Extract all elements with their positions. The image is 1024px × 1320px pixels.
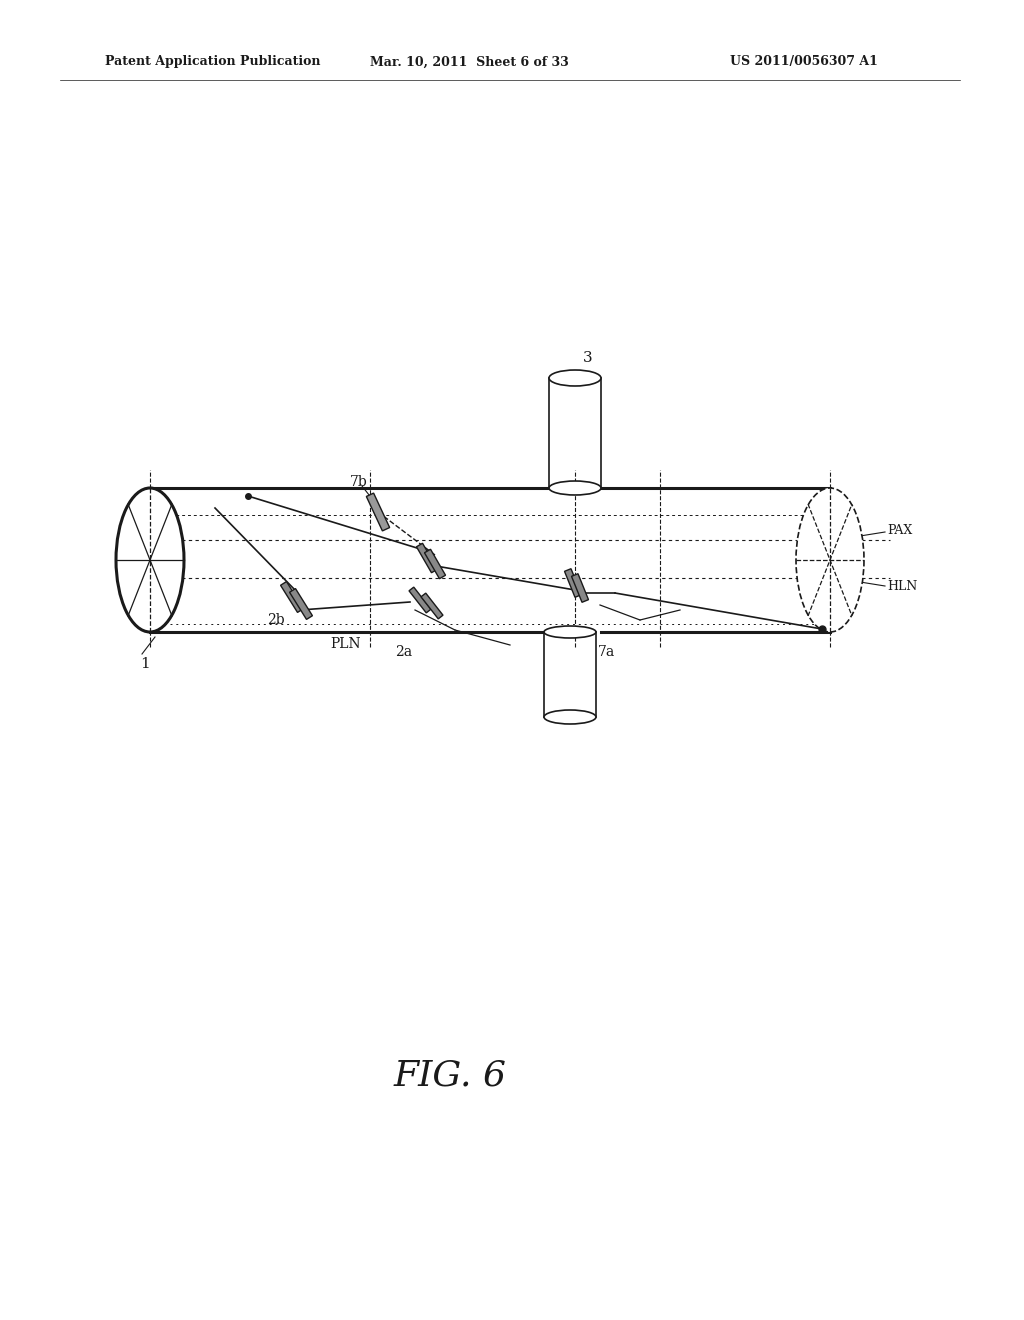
- Polygon shape: [571, 574, 589, 602]
- Text: 1: 1: [140, 657, 150, 671]
- Polygon shape: [425, 549, 445, 578]
- Polygon shape: [281, 582, 303, 612]
- Text: US 2011/0056307 A1: US 2011/0056307 A1: [730, 55, 878, 69]
- Polygon shape: [367, 494, 390, 531]
- Text: HLN: HLN: [887, 581, 918, 594]
- Text: 7a: 7a: [598, 645, 615, 659]
- Text: Patent Application Publication: Patent Application Publication: [105, 55, 321, 69]
- Polygon shape: [290, 589, 312, 619]
- Ellipse shape: [544, 710, 596, 723]
- Polygon shape: [421, 593, 443, 619]
- Polygon shape: [409, 587, 431, 612]
- Ellipse shape: [116, 488, 184, 632]
- Text: Mar. 10, 2011  Sheet 6 of 33: Mar. 10, 2011 Sheet 6 of 33: [370, 55, 568, 69]
- Polygon shape: [564, 569, 582, 597]
- Ellipse shape: [549, 480, 601, 495]
- Text: 2b: 2b: [267, 612, 285, 627]
- Ellipse shape: [796, 488, 864, 632]
- Ellipse shape: [544, 626, 596, 638]
- Text: PLN: PLN: [330, 638, 360, 651]
- Text: 2a: 2a: [395, 645, 412, 659]
- Polygon shape: [417, 544, 437, 573]
- Text: FIG. 6: FIG. 6: [393, 1059, 507, 1092]
- Text: 3: 3: [583, 351, 593, 366]
- Ellipse shape: [549, 370, 601, 385]
- Text: 7b: 7b: [350, 475, 368, 488]
- Text: PAX: PAX: [887, 524, 912, 537]
